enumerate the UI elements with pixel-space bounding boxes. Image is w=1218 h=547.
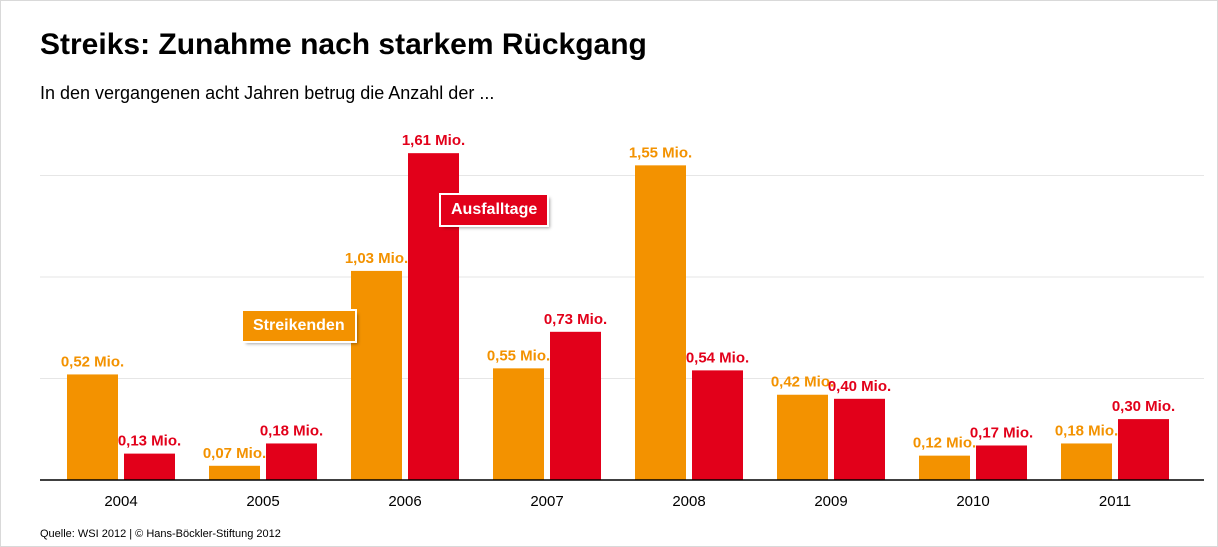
source-note: Quelle: WSI 2012 | © Hans-Böckler-Stiftu… [40, 528, 281, 540]
bar-ausfalltage [976, 445, 1027, 480]
data-label: 0,73 Mio. [544, 311, 607, 328]
data-label: 0,07 Mio. [203, 445, 266, 462]
data-label: 0,18 Mio. [260, 422, 323, 439]
x-tick-label: 2011 [1099, 493, 1131, 510]
data-label: 1,55 Mio. [629, 144, 692, 161]
data-label: 0,18 Mio. [1055, 422, 1118, 439]
x-tick-label: 2010 [956, 493, 989, 510]
bar-ausfalltage [1118, 419, 1169, 480]
data-label: 0,55 Mio. [487, 347, 550, 364]
bar-streikende [919, 455, 970, 480]
x-tick-label: 2006 [388, 493, 421, 510]
x-tick-label: 2005 [246, 493, 279, 510]
data-label: 1,03 Mio. [345, 250, 408, 267]
chart-title: Streiks: Zunahme nach starkem Rückgang [40, 28, 647, 61]
legend-streikende: Streikenden [241, 309, 357, 343]
bar-streikende [351, 270, 402, 480]
x-tick-label: 2007 [530, 493, 563, 510]
chart-subtitle: In den vergangenen acht Jahren betrug di… [40, 83, 495, 103]
bar-ausfalltage [266, 443, 317, 480]
bar-ausfalltage [124, 453, 175, 480]
bar-ausfalltage [550, 331, 601, 480]
bar-streikende [209, 465, 260, 480]
x-tick-label: 2009 [814, 493, 847, 510]
x-tick-label: 2008 [672, 493, 705, 510]
data-label: 0,54 Mio. [686, 349, 749, 366]
data-label: 0,42 Mio. [771, 374, 834, 391]
data-label: 0,40 Mio. [828, 378, 891, 395]
bar-ausfalltage [834, 398, 885, 480]
legend-ausfalltage: Ausfalltage [438, 193, 550, 227]
data-label: 0,30 Mio. [1112, 398, 1175, 415]
data-label: 0,52 Mio. [61, 353, 124, 370]
bar-streikende [1061, 443, 1112, 480]
data-label: 0,17 Mio. [970, 424, 1033, 441]
bar-ausfalltage [692, 370, 743, 480]
data-label: 1,61 Mio. [402, 132, 465, 149]
data-label: 0,12 Mio. [913, 435, 976, 452]
bar-streikende [67, 374, 118, 480]
data-label: 0,13 Mio. [118, 433, 181, 450]
bar-streikende [493, 368, 544, 480]
bar-streikende [777, 394, 828, 480]
x-tick-label: 2004 [104, 493, 137, 510]
bar-streikende [635, 165, 686, 480]
